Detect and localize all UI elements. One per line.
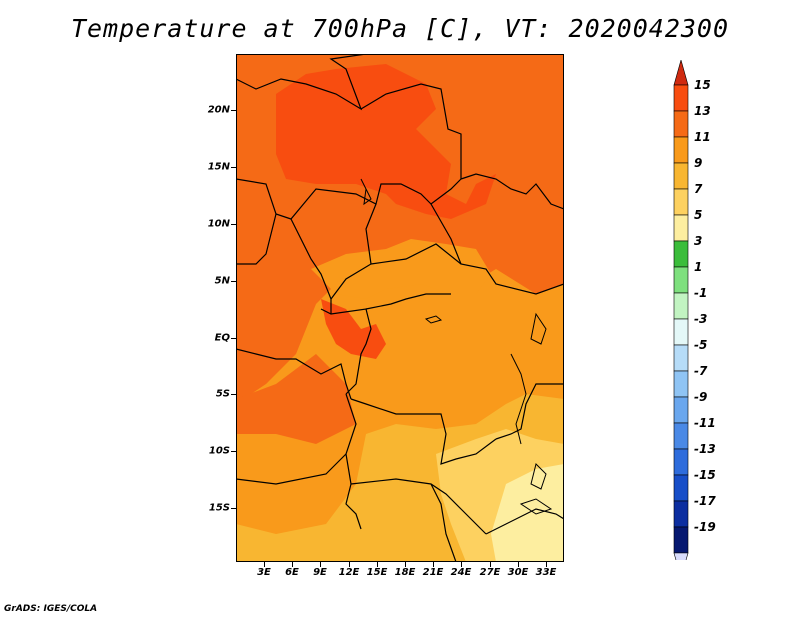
field-zone-13-cluster: [321, 299, 386, 359]
lat-label-5s: 5S: [215, 388, 230, 400]
lat-label-15s: 15S: [208, 502, 230, 514]
colorbar-label: -17: [694, 494, 716, 508]
colorbar-label: -13: [694, 442, 716, 456]
lon-label-30e: 30E: [507, 567, 529, 578]
field-zone-11-sw: [236, 354, 356, 444]
colorbar-label: -1: [694, 286, 708, 300]
colorbar-block: [673, 448, 689, 476]
lat-label-eq: EQ: [214, 332, 230, 344]
lon-tick: [546, 562, 547, 567]
colorbar-label: 9: [694, 156, 703, 170]
lat-label-5n: 5N: [214, 275, 230, 287]
colorbar-label: 5: [694, 208, 703, 222]
colorbar-block: [673, 422, 689, 450]
lat-label-10s: 10S: [208, 445, 230, 457]
lat-tick: [231, 508, 236, 509]
country-borders: [236, 54, 564, 562]
lon-label-9e: 9E: [313, 567, 327, 578]
lon-tick: [292, 562, 293, 567]
lat-tick: [231, 224, 236, 225]
lon-label-27e: 27E: [479, 567, 501, 578]
lat-label-20n: 20N: [207, 104, 230, 116]
map-canvas: [236, 54, 564, 562]
colorbar-label: -9: [694, 390, 708, 404]
colorbar-label: -3: [694, 312, 708, 326]
lat-tick: [231, 394, 236, 395]
lon-label-6e: 6E: [285, 567, 299, 578]
lon-tick: [490, 562, 491, 567]
field-zone-13: [276, 64, 496, 219]
grads-credit: GrADS: IGES/COLA: [4, 604, 98, 614]
colorbar-label: -5: [694, 338, 708, 352]
lat-label-15n: 15N: [207, 161, 230, 173]
lon-tick: [461, 562, 462, 567]
map-title: Temperature at 700hPa [C], VT: 202004230…: [70, 14, 730, 43]
colorbar-label: -11: [694, 416, 716, 430]
lon-label-15e: 15E: [366, 567, 388, 578]
colorbar-block: [673, 500, 689, 528]
colorbar-block: [673, 266, 689, 294]
lon-tick: [405, 562, 406, 567]
colorbar-block: [673, 162, 689, 190]
colorbar-block: [673, 344, 689, 372]
colorbar-label: 1: [694, 260, 703, 274]
lat-tick: [231, 338, 236, 339]
colorbar-label: 13: [694, 104, 711, 118]
colorbar-label: -19: [694, 520, 716, 534]
colorbar-block: [673, 110, 689, 138]
colorbar-block: [673, 370, 689, 398]
lat-tick: [231, 281, 236, 282]
colorbar-block: [673, 188, 689, 216]
colorbar-label: 7: [694, 182, 703, 196]
lon-tick: [433, 562, 434, 567]
lat-tick: [231, 110, 236, 111]
lat-label-10n: 10N: [207, 218, 230, 230]
colorbar-bottom-arrow: [673, 552, 689, 560]
colorbar-block: [673, 84, 689, 112]
colorbar-block: [673, 474, 689, 502]
lat-tick: [231, 451, 236, 452]
colorbar-label: 3: [694, 234, 703, 248]
lon-label-3e: 3E: [257, 567, 271, 578]
colorbar-label: 15: [694, 78, 711, 92]
temperature-map: [236, 54, 564, 562]
lon-label-21e: 21E: [422, 567, 444, 578]
lon-tick: [320, 562, 321, 567]
lon-label-12e: 12E: [338, 567, 360, 578]
colorbar-block: [673, 526, 689, 554]
colorbar-top-arrow: [673, 60, 689, 86]
colorbar-block: [673, 136, 689, 164]
colorbar-block: [673, 292, 689, 320]
lon-label-18e: 18E: [394, 567, 416, 578]
colorbar: [673, 60, 689, 560]
lon-tick: [518, 562, 519, 567]
lon-tick: [264, 562, 265, 567]
colorbar-label: -15: [694, 468, 716, 482]
lon-label-33e: 33E: [535, 567, 557, 578]
lon-label-24e: 24E: [450, 567, 472, 578]
colorbar-block: [673, 214, 689, 242]
colorbar-label: 11: [694, 130, 711, 144]
lon-tick: [349, 562, 350, 567]
lon-tick: [377, 562, 378, 567]
colorbar-block: [673, 396, 689, 424]
colorbar-block: [673, 318, 689, 346]
lat-tick: [231, 167, 236, 168]
colorbar-block: [673, 240, 689, 268]
field-zone-9: [311, 239, 491, 299]
water-bodies: [360, 178, 553, 515]
colorbar-label: -7: [694, 364, 708, 378]
